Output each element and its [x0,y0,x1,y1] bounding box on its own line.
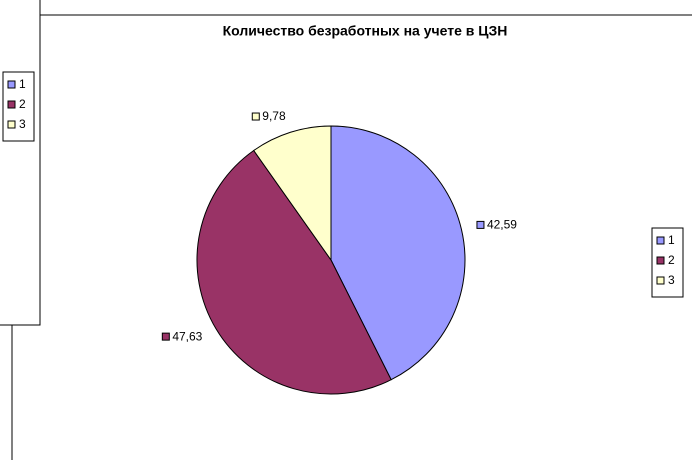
data-label-swatch [251,112,260,121]
pie-slice [196,149,392,395]
data-label: 47,63 [172,329,202,343]
legend-swatch [7,120,16,129]
data-label-swatch [161,332,170,341]
pie-slice [330,125,466,381]
data-label: 9,78 [262,109,286,123]
back-chart-frame [0,0,41,326]
legend-label: 3 [668,273,675,287]
legend-swatch [7,80,16,89]
legend-swatch [656,276,665,285]
legend-label: 1 [19,77,26,91]
legend-label: 2 [19,97,26,111]
legend-swatch [656,236,665,245]
legend-label: 2 [668,253,675,267]
chart-title: Количество безработных на учете в ЦЗН [223,23,508,39]
legend-label: 1 [668,233,675,247]
chart-frame [11,14,692,460]
legend-swatch [656,256,665,265]
data-label-swatch [476,220,485,229]
pie-slice [253,125,332,262]
data-label: 42,59 [487,218,517,232]
legend-swatch [7,100,16,109]
legend-label: 3 [19,117,26,131]
